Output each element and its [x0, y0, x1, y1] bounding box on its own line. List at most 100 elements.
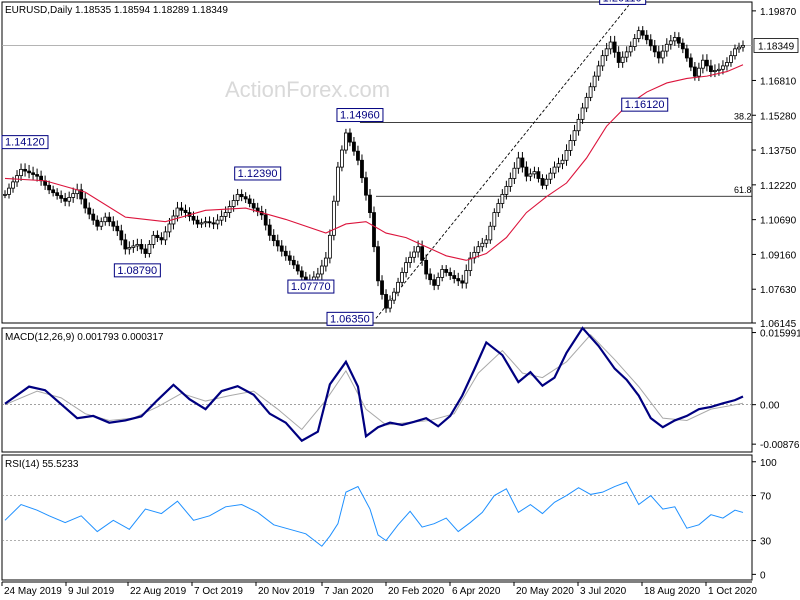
candle-body: [536, 171, 541, 179]
candle-body: [183, 209, 188, 213]
candle-body: [275, 240, 280, 247]
watermark: ActionForex.com: [225, 77, 390, 102]
price-annotation-box: [1, 135, 49, 150]
candle-body: [400, 272, 404, 283]
candle-body: [624, 51, 629, 58]
macd-line: [4, 326, 744, 443]
candle-body: [368, 194, 372, 213]
candle-body: [51, 189, 56, 194]
candle-body: [721, 65, 725, 70]
candle-body: [19, 168, 23, 177]
candle-body: [163, 231, 168, 241]
candle-body: [480, 242, 485, 248]
candle-body: [428, 273, 433, 281]
candle-body: [179, 207, 184, 211]
candle-body: [323, 257, 328, 267]
candle-body: [444, 269, 449, 273]
candle-body: [632, 38, 637, 47]
candle-body: [652, 45, 657, 53]
candle-body: [195, 219, 200, 225]
price-annotation-label: 1.12390: [238, 168, 278, 180]
candle-body: [191, 215, 196, 221]
candle-body: [151, 234, 156, 245]
candle-body: [496, 203, 501, 213]
candle-body: [131, 245, 136, 248]
candle-body: [412, 251, 417, 258]
candle-body: [7, 187, 11, 195]
candle-body: [705, 59, 709, 67]
candle-body: [243, 196, 248, 200]
candle-body: [440, 269, 445, 278]
x-tick-label: 24 May 2019: [4, 586, 62, 597]
candle-body: [47, 184, 52, 191]
candle-body: [468, 257, 473, 271]
price-annotation-label: 1.08790: [117, 265, 157, 277]
candle-body: [147, 244, 152, 254]
candle-body: [548, 172, 553, 180]
candle-body: [315, 273, 320, 278]
candle-body: [660, 50, 665, 59]
candle-body: [604, 48, 609, 57]
y-tick-label: 1.13750: [760, 146, 797, 157]
candle-body: [95, 219, 100, 227]
candle-body: [688, 57, 693, 68]
candle-body: [384, 294, 388, 309]
candle-body: [588, 86, 593, 98]
candle-body: [207, 221, 212, 224]
x-tick-label: 7 Oct 2019: [194, 586, 243, 597]
candle-body: [600, 55, 605, 67]
panel-frame-1: [1, 327, 753, 453]
candle-body: [111, 221, 116, 227]
candle-body: [372, 212, 376, 248]
candle-body: [344, 132, 348, 151]
price-annotation-box: [326, 311, 374, 326]
candle-body: [580, 107, 585, 120]
y-tick-label: 1.12220: [760, 181, 797, 192]
candle-body: [516, 157, 521, 169]
price-annotation-label: 1.20110: [603, 0, 642, 4]
y-tick-label: 1.15280: [760, 111, 797, 122]
candle-body: [656, 51, 661, 59]
candle-body: [231, 200, 236, 207]
candle-body: [476, 246, 481, 253]
candle-body: [408, 256, 412, 264]
x-tick-label: 9 Jul 2019: [68, 586, 115, 597]
candle-body: [520, 157, 525, 168]
candle-body: [464, 270, 469, 284]
candle-body: [420, 246, 425, 261]
price-annotation-box: [336, 108, 384, 123]
candle-body: [167, 223, 172, 233]
candle-body: [219, 215, 224, 221]
x-tick-label: 3 Jul 2020: [580, 586, 627, 597]
candle-body: [115, 225, 120, 232]
candle-body: [692, 66, 697, 77]
candle-body: [119, 230, 124, 241]
candle-body: [572, 130, 577, 141]
candle-body: [576, 118, 581, 132]
candle-body: [23, 168, 27, 172]
x-tick-label: 20 Feb 2020: [388, 586, 445, 597]
candle-body: [512, 167, 517, 179]
candle-body: [139, 244, 144, 250]
price-annotation-label: 1.14960: [340, 110, 380, 122]
candle-body: [59, 195, 64, 199]
candle-body: [327, 234, 332, 259]
rsi-tick-label: 30: [760, 537, 772, 548]
price-annotation-box: [113, 263, 161, 278]
candle-body: [99, 221, 104, 227]
rsi-header: RSI(14) 55.5233: [5, 459, 79, 470]
candle-body: [352, 141, 356, 152]
candle-body: [500, 193, 505, 204]
candle-body: [717, 68, 721, 71]
candle-body: [684, 48, 689, 59]
candle-body: [319, 265, 324, 275]
y-tick-label: 1.09160: [760, 250, 797, 261]
fib-level-label: 61.8: [734, 185, 752, 195]
candle-body: [215, 219, 220, 225]
candle-body: [544, 178, 549, 186]
candle-body: [27, 170, 31, 174]
candle-body: [3, 193, 7, 196]
x-tick-label: 18 Aug 2020: [644, 586, 701, 597]
rsi-line: [4, 481, 744, 547]
